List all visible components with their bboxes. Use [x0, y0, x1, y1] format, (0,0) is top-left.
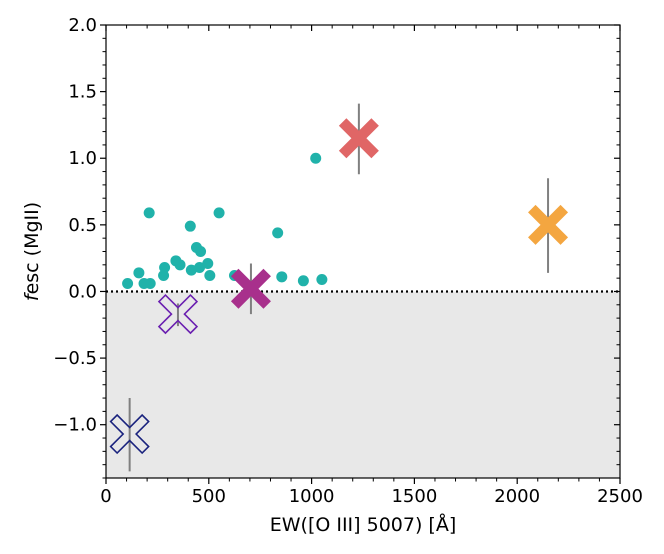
x-tick-label: 1000 — [289, 486, 335, 507]
y-tick-label: 0.5 — [68, 215, 97, 236]
x-tick-label: 0 — [100, 486, 111, 507]
x-marker-orange — [528, 204, 569, 245]
x-tick-label: 2000 — [494, 486, 540, 507]
scatter-point — [276, 271, 288, 283]
plot-area — [106, 103, 620, 478]
scatter-point — [202, 257, 214, 269]
y-tick-label: −1.0 — [53, 415, 97, 436]
scatter-point — [297, 275, 309, 287]
x-tick-label: 1500 — [391, 486, 437, 507]
y-tick-label: 1.5 — [68, 82, 97, 103]
scatter-point — [133, 267, 145, 279]
x-marker-magenta — [230, 268, 271, 309]
scatter-point — [144, 277, 156, 289]
x-tick-label: 2500 — [597, 486, 643, 507]
scatter-point — [184, 220, 196, 232]
scatter-point — [195, 246, 207, 257]
scatter-point — [159, 261, 171, 273]
scatter-point — [174, 259, 186, 271]
y-tick-label: 0.0 — [68, 281, 97, 302]
scatter-point — [194, 261, 206, 273]
scatter-point — [122, 277, 134, 289]
scatter-point — [213, 207, 225, 219]
x-tick-label: 500 — [192, 486, 226, 507]
scatter-point — [310, 152, 322, 164]
negative-region-shade — [106, 291, 620, 478]
y-tick-label: 2.0 — [68, 15, 97, 36]
y-axis-title: fesc (MgII) — [21, 202, 43, 301]
y-axis-title-italic: f — [21, 291, 43, 301]
scatter-point — [204, 269, 216, 281]
scatter-point — [316, 273, 328, 285]
y-axis-title-rest: esc (MgII) — [21, 202, 43, 295]
y-tick-label: −0.5 — [53, 348, 97, 369]
x-marker-navy — [109, 413, 150, 455]
scatter-point — [272, 227, 284, 239]
x-marker-salmon — [338, 118, 379, 159]
x-axis-title: EW([O III] 5007) [Å] — [270, 513, 457, 536]
scatter-point — [143, 207, 155, 219]
x-marker-purple — [157, 293, 199, 335]
scatter-point — [158, 269, 170, 281]
y-tick-label: 1.0 — [68, 148, 97, 169]
